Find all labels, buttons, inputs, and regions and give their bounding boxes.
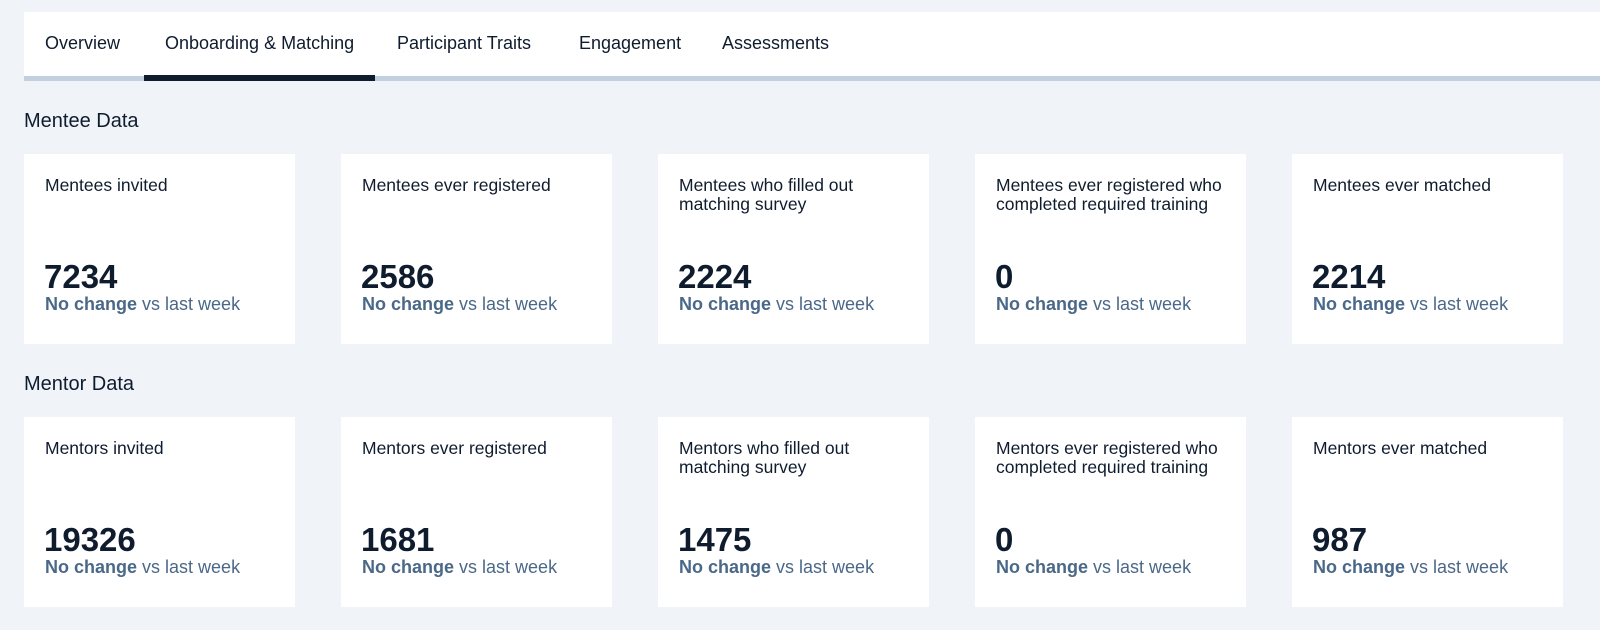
tab-engagement[interactable]: Engagement — [579, 33, 682, 53]
metric-card-mentors-invited: Mentors invited 19326 No change vs last … — [24, 417, 295, 607]
mentee-section-title: Mentee Data — [24, 110, 139, 132]
change-period: vs last week — [1093, 557, 1192, 577]
change-period: vs last week — [1410, 294, 1509, 314]
tab-overview[interactable]: Overview — [45, 33, 121, 53]
tab-participant-traits[interactable]: Participant Traits — [397, 33, 532, 53]
change-period: vs last week — [1093, 294, 1192, 314]
metric-label: Mentors ever registered who completed re… — [996, 438, 1218, 477]
metric-card-mentees-matched: Mentees ever matched 2214 No change vs l… — [1292, 154, 1563, 344]
metric-card-mentees-registered: Mentees ever registered 2586 No change v… — [341, 154, 612, 344]
metric-label: Mentors ever matched — [1313, 438, 1488, 458]
metric-card-mentees-invited: Mentees invited 7234 No change vs last w… — [24, 154, 295, 344]
metric-value: 1475 — [678, 521, 752, 558]
metric-card-mentees-survey: Mentees who filled out matching survey 2… — [658, 154, 929, 344]
change-status: No change — [679, 557, 772, 577]
metric-label: Mentors invited — [45, 438, 164, 458]
metric-label: Mentees invited — [45, 175, 168, 195]
change-period: vs last week — [776, 557, 875, 577]
change-status: No change — [996, 557, 1089, 577]
change-period: vs last week — [776, 294, 875, 314]
change-status: No change — [362, 557, 455, 577]
change-status: No change — [45, 557, 138, 577]
change-status: No change — [45, 294, 138, 314]
metric-value: 0 — [995, 258, 1014, 295]
change-status: No change — [679, 294, 772, 314]
change-period: vs last week — [1410, 557, 1509, 577]
change-period: vs last week — [459, 294, 558, 314]
metric-label: Mentees who filled out matching survey — [679, 175, 854, 214]
metric-label: Mentees ever registered — [362, 175, 551, 195]
metric-change: No change vs last week — [1313, 557, 1508, 578]
metric-value: 2224 — [678, 258, 752, 295]
metric-change: No change vs last week — [45, 294, 240, 315]
change-status: No change — [1313, 294, 1406, 314]
metric-change: No change vs last week — [362, 557, 557, 578]
metric-value: 0 — [995, 521, 1014, 558]
change-status: No change — [996, 294, 1089, 314]
metric-change: No change vs last week — [679, 557, 874, 578]
mentor-cards: Mentors invited 19326 No change vs last … — [24, 417, 1564, 607]
dashboard-tabs: Overview Onboarding & Matching Participa… — [24, 12, 1600, 81]
metric-value: 1681 — [361, 521, 435, 558]
change-period: vs last week — [142, 557, 241, 577]
metric-value: 2214 — [1312, 258, 1386, 295]
metric-label: Mentors who filled out matching survey — [679, 438, 850, 477]
metric-change: No change vs last week — [362, 294, 557, 315]
mentee-cards: Mentees invited 7234 No change vs last w… — [24, 154, 1564, 344]
metric-card-mentors-survey: Mentors who filled out matching survey 1… — [658, 417, 929, 607]
metric-value: 7234 — [44, 258, 118, 295]
metric-change: No change vs last week — [45, 557, 240, 578]
metric-label: Mentors ever registered — [362, 438, 547, 458]
metric-value: 987 — [1312, 521, 1368, 558]
change-status: No change — [1313, 557, 1406, 577]
metric-label: Mentees ever registered who completed re… — [996, 175, 1222, 214]
metric-card-mentors-matched: Mentors ever matched 987 No change vs la… — [1292, 417, 1563, 607]
change-status: No change — [362, 294, 455, 314]
metric-value: 19326 — [44, 521, 136, 558]
metric-card-mentees-training: Mentees ever registered who completed re… — [975, 154, 1246, 344]
metric-change: No change vs last week — [1313, 294, 1508, 315]
change-period: vs last week — [459, 557, 558, 577]
mentor-section-title: Mentor Data — [24, 373, 135, 395]
metric-change: No change vs last week — [679, 294, 874, 315]
metric-change: No change vs last week — [996, 557, 1191, 578]
metric-value: 2586 — [361, 258, 435, 295]
change-period: vs last week — [142, 294, 241, 314]
tab-assessments[interactable]: Assessments — [722, 33, 830, 53]
metric-label: Mentees ever matched — [1313, 175, 1492, 195]
tab-onboarding-matching[interactable]: Onboarding & Matching — [144, 12, 376, 81]
metric-change: No change vs last week — [996, 294, 1191, 315]
metric-card-mentors-training: Mentors ever registered who completed re… — [975, 417, 1246, 607]
metric-card-mentors-registered: Mentors ever registered 1681 No change v… — [341, 417, 612, 607]
